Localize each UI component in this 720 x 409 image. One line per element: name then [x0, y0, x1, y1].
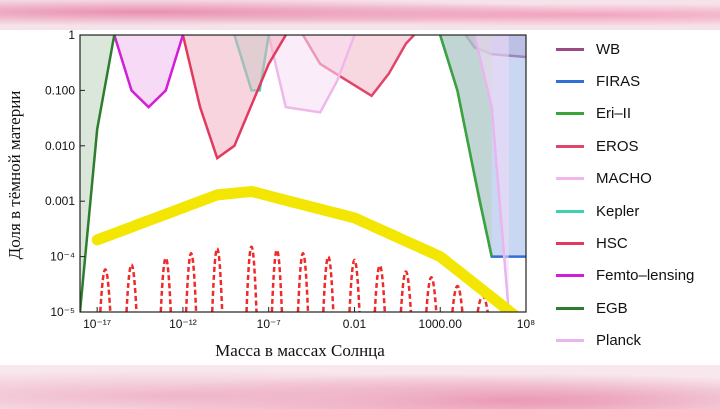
area-planck: [474, 35, 509, 312]
curve-hsc: [181, 35, 287, 161]
y-axis-title: Доля в тёмной материи: [5, 91, 24, 260]
legend-swatch: [556, 274, 584, 278]
legend-item-kepler: Kepler: [556, 201, 639, 221]
chart-svg: 10⁻¹⁷ 10⁻¹² 10⁻⁷ 0.01 1000.00 10⁸ 1 0.100 0.010 0…: [5, 30, 535, 360]
legend-label: WB: [596, 40, 621, 58]
dashed-peak-7: [296, 252, 310, 312]
dashed-peak-12: [425, 276, 438, 312]
band-layer: [91, 185, 520, 312]
area-macho: [268, 35, 355, 113]
y-tick-label: 10⁻⁴: [50, 250, 75, 264]
legend-label: Femto–lensing: [596, 267, 695, 285]
legend-swatch: [556, 177, 584, 181]
curve-egb: [80, 35, 116, 312]
legend-swatch: [556, 209, 584, 213]
area-eri-ii: [440, 35, 492, 257]
dashed-peak-0: [99, 268, 112, 312]
area-hsc: [182, 35, 286, 159]
x-tick-label: 10⁻⁷: [257, 317, 281, 331]
legend-label: HSC: [596, 234, 628, 252]
dashed-peak-3: [184, 252, 198, 312]
dashed-peak-4: [210, 247, 224, 312]
legend-label: MACHO: [596, 170, 652, 188]
plot-border: [79, 34, 527, 313]
legend-swatch: [556, 112, 584, 116]
legend-swatch: [556, 241, 584, 245]
legend-item-planck: Planck: [556, 331, 641, 351]
x-tick-label: 10⁻¹⁷: [83, 317, 111, 331]
legend-label: Kepler: [596, 202, 640, 220]
area-egb: [80, 35, 115, 312]
x-axis-title: Масса в массах Солнца: [215, 341, 385, 360]
legend-swatch: [556, 79, 584, 83]
dashed-peak-9: [348, 258, 361, 312]
background-bottom-decoration: [0, 365, 720, 409]
legend-item-egb: EGB: [556, 298, 628, 318]
dashed-peak-2: [159, 257, 173, 312]
curve-eri-ii: [439, 35, 493, 257]
x-tick-label: 1000.00: [419, 317, 463, 331]
x-tick-label: 10⁸: [517, 317, 535, 331]
legend-swatch: [556, 306, 584, 310]
y-tick-label: 1: [68, 30, 75, 42]
legend-item-eros: EROS: [556, 136, 639, 156]
legend-item-hsc: HSC: [556, 233, 628, 253]
legend-item-eri-ii: Eri–II: [556, 104, 631, 124]
y-tick-label: 0.100: [45, 83, 75, 97]
curve-femto-lensing: [113, 35, 185, 109]
dashed-peak-5: [245, 245, 258, 312]
background-top-decoration: [0, 0, 720, 30]
tick-layer: 10⁻¹⁷ 10⁻¹² 10⁻⁷ 0.01 1000.00 10⁸ 1 0.100 0.010 0…: [45, 30, 535, 331]
dashed-peak-1: [125, 263, 138, 312]
y-tick-label: 0.010: [45, 139, 75, 153]
legend-item-firas: FIRAS: [556, 71, 640, 91]
curve-planck: [473, 35, 511, 312]
chart-figure: 10⁻¹⁷ 10⁻¹² 10⁻⁷ 0.01 1000.00 10⁸ 1 0.100 0.010 0…: [0, 30, 720, 365]
legend-label: EROS: [596, 137, 639, 155]
area-layer: [80, 35, 526, 312]
legend-label: Eri–II: [596, 105, 632, 123]
dashed-peak-6: [270, 249, 284, 312]
legend-label: FIRAS: [596, 72, 641, 90]
y-tick-label: 0.001: [45, 194, 75, 208]
legend-swatch: [556, 144, 584, 148]
y-tick-label: 10⁻⁵: [50, 305, 75, 319]
x-tick-label: 10⁻¹²: [169, 317, 197, 331]
yellow-band: [91, 185, 520, 312]
legend-swatch: [556, 339, 584, 343]
dashed-peak-11: [399, 270, 413, 312]
dashed-peak-8: [322, 255, 335, 312]
legend-label: EGB: [596, 299, 628, 317]
dashed-peak-10: [373, 264, 387, 312]
legend-item-femto-lensing: Femto–lensing: [556, 266, 694, 286]
curve-macho: [267, 35, 356, 114]
dashed-peak-13: [451, 285, 464, 312]
legend-label: Planck: [596, 332, 642, 350]
legend-item-macho: MACHO: [556, 169, 652, 189]
legend-item-wb: WB: [556, 39, 620, 59]
axes-frame: [79, 34, 527, 313]
x-tick-label: 0.01: [343, 317, 367, 331]
legend-swatch: [556, 47, 584, 51]
